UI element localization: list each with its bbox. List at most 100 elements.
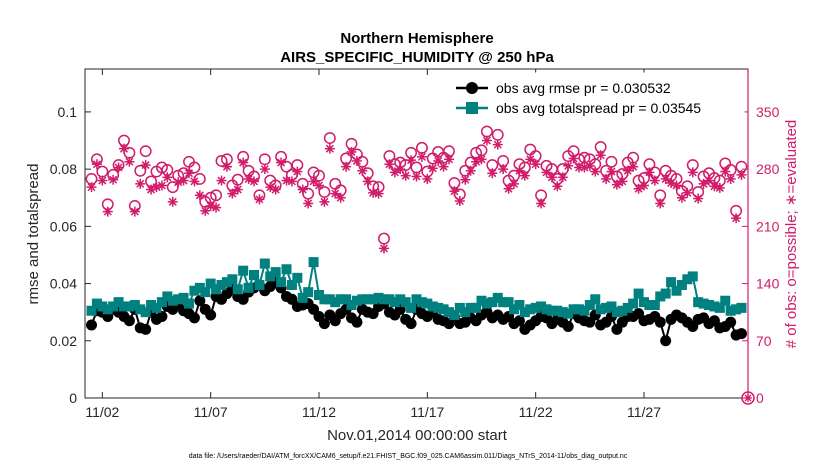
spread-point xyxy=(530,302,541,313)
obs-evaluated-marker xyxy=(314,180,324,191)
obs-evaluated-stroke xyxy=(542,168,551,177)
obs-possible-marker xyxy=(323,132,336,145)
obs-evaluated-stroke xyxy=(444,155,454,164)
obs-evaluated-marker xyxy=(135,178,146,189)
spread-point xyxy=(211,284,222,295)
obs-evaluated-marker xyxy=(319,196,330,207)
obs-evaluated-stroke xyxy=(417,152,426,161)
spread-point xyxy=(671,285,682,296)
legend-rmse-label: obs avg rmse pr = 0.030532 xyxy=(496,80,671,96)
spread-point xyxy=(286,279,297,290)
obs-possible-marker xyxy=(134,164,147,177)
spread-point xyxy=(232,284,243,295)
spread-point xyxy=(400,297,411,308)
spread-point xyxy=(368,294,379,305)
obs-evaluated-marker xyxy=(693,193,704,204)
spread-point xyxy=(644,300,655,311)
obs-evaluated-stroke xyxy=(672,181,681,190)
obs-evaluated-marker xyxy=(286,176,297,187)
obs-evaluated-marker xyxy=(487,168,498,179)
obs-evaluated-stroke xyxy=(423,174,432,183)
spread-point xyxy=(433,302,444,313)
obs-evaluated-marker xyxy=(113,162,124,173)
obs-evaluated-stroke xyxy=(585,161,594,170)
spread-point xyxy=(622,302,633,313)
spread-point xyxy=(270,267,281,278)
obs-evaluated-marker xyxy=(238,157,249,168)
spread-point xyxy=(335,294,346,305)
obs-evaluated-stroke xyxy=(461,175,470,184)
obs-evaluated-marker xyxy=(644,167,655,178)
spread-point xyxy=(552,305,563,316)
spread-point xyxy=(709,301,720,312)
obs-evaluated-marker xyxy=(590,166,601,177)
obs-evaluated-stroke xyxy=(623,166,632,175)
obs-evaluated-marker xyxy=(601,173,612,184)
spread-point xyxy=(119,301,129,312)
obs-evaluated-stroke xyxy=(239,158,248,167)
obs-evaluated-stroke xyxy=(704,176,714,185)
obs-evaluated-stroke xyxy=(271,185,280,194)
obs-evaluated-stroke xyxy=(710,182,719,191)
obs-evaluated-stroke xyxy=(656,199,665,208)
obs-evaluated-marker xyxy=(498,164,509,175)
obs-evaluated-marker xyxy=(714,182,725,193)
obs-evaluated-marker xyxy=(400,170,411,181)
obs-evaluated-stroke xyxy=(304,199,313,208)
obs-evaluated-marker xyxy=(476,154,487,165)
obs-evaluated-marker xyxy=(514,165,525,176)
obs-evaluated-marker xyxy=(373,188,384,199)
spread-point xyxy=(324,294,335,305)
obs-evaluated-marker xyxy=(546,172,557,183)
obs-evaluated-marker xyxy=(465,165,476,176)
y-tick-label: 0.1 xyxy=(58,104,78,120)
obs-evaluated-marker xyxy=(379,243,389,254)
spread-point xyxy=(292,272,303,283)
rmse-point xyxy=(513,315,525,327)
spread-point xyxy=(574,304,584,315)
obs-evaluated-stroke xyxy=(639,181,649,190)
spread-point xyxy=(519,307,530,318)
spread-point xyxy=(422,298,433,309)
obs-evaluated-marker xyxy=(720,166,731,177)
obs-evaluated-stroke xyxy=(342,162,351,171)
obs-evaluated-marker xyxy=(119,143,129,154)
obs-evaluated-stroke xyxy=(141,161,150,170)
plot-area xyxy=(84,68,749,399)
spread-point xyxy=(189,285,200,296)
obs-evaluated-stroke xyxy=(683,188,692,197)
spread-point xyxy=(704,300,714,311)
obs-evaluated-stroke xyxy=(125,157,134,166)
legend-box xyxy=(447,72,745,120)
obs-evaluated-marker xyxy=(628,161,639,172)
obs-evaluated-marker xyxy=(162,172,173,183)
spread-point xyxy=(124,301,135,312)
spread-point xyxy=(487,297,498,308)
y-axis-label: rmse and totalspread xyxy=(25,164,42,305)
spread-point xyxy=(303,287,314,298)
spread-point xyxy=(113,297,124,308)
spread-point xyxy=(471,302,482,313)
x-tick-label: 11/17 xyxy=(410,404,444,420)
spread-point xyxy=(86,305,97,316)
spread-point xyxy=(146,300,157,311)
obs-evaluated-marker xyxy=(698,178,709,189)
obs-evaluated-stroke xyxy=(352,156,361,165)
obs-evaluated-stroke xyxy=(553,182,562,191)
obs-evaluated-marker xyxy=(655,198,666,209)
obs-evaluated-stroke xyxy=(136,179,145,188)
obs-evaluated-marker xyxy=(227,188,238,199)
obs-evaluated-stroke xyxy=(374,189,383,198)
obs-evaluated-stroke xyxy=(92,160,101,169)
spread-point xyxy=(557,307,568,318)
y-right-tick-label: 0 xyxy=(756,390,764,406)
obs-evaluated-stroke xyxy=(439,162,448,171)
obs-evaluated-marker xyxy=(530,159,541,170)
x-axis-label: Nov.01,2014 00:00:00 start xyxy=(327,427,508,444)
spread-point xyxy=(351,295,362,306)
y-right-tick-label: 280 xyxy=(756,161,780,177)
obs-evaluated-stroke xyxy=(531,160,540,169)
obs-evaluated-stroke xyxy=(109,175,118,184)
obs-evaluated-stroke xyxy=(401,171,410,180)
obs-possible-marker xyxy=(188,161,201,174)
